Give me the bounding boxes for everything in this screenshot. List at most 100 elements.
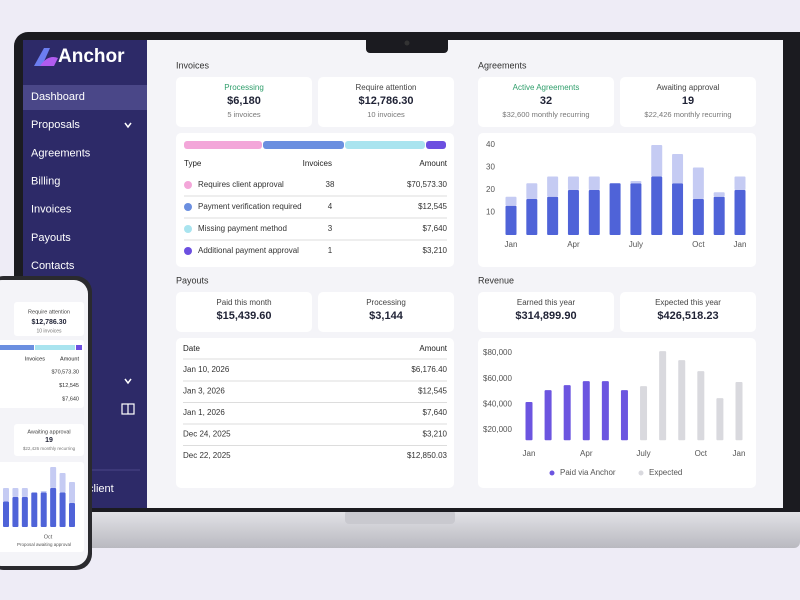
section-title: Agreements — [478, 60, 527, 70]
bar — [526, 183, 538, 199]
bar — [630, 183, 642, 235]
stat-value: 19 — [682, 95, 694, 107]
cell: $70,573.30 — [51, 369, 79, 375]
bar — [505, 205, 517, 235]
phone-screen: Require attention $12,786.30 10 invoices In… — [0, 280, 88, 566]
y-tick-label: 10 — [486, 208, 495, 217]
y-tick-label: 20 — [486, 185, 495, 194]
chevron — [124, 122, 132, 129]
x-tick-label: July — [636, 449, 650, 458]
nav-item: Proposals — [31, 119, 80, 131]
progress-segment — [0, 345, 34, 350]
bar — [59, 492, 66, 527]
axis-label: Oct — [44, 534, 53, 540]
x-tick-label: Apr — [567, 240, 580, 249]
legend-dot — [549, 470, 555, 476]
status-dot — [184, 181, 192, 189]
bar — [31, 492, 38, 527]
bar — [567, 190, 579, 235]
stat-sub: 10 invoices — [36, 328, 62, 334]
bar — [69, 503, 75, 527]
stat-value: 32 — [540, 95, 552, 107]
cell: Jan 10, 2026 — [183, 365, 230, 374]
bar — [734, 176, 746, 190]
bar — [659, 351, 667, 441]
legend-label: Proposal awaiting approval — [17, 542, 71, 547]
column-header: Type — [184, 159, 202, 168]
y-tick-label: $20,000 — [483, 425, 512, 434]
bar — [547, 196, 559, 235]
card — [0, 340, 84, 408]
stat-value: $314,899.90 — [515, 310, 576, 322]
bar — [672, 154, 684, 184]
card — [478, 338, 756, 488]
y-tick-label: $40,000 — [483, 399, 512, 408]
section-title: Invoices — [176, 60, 210, 70]
bar — [601, 381, 609, 441]
column-header: Amount — [419, 159, 447, 168]
cell: Dec 24, 2025 — [183, 430, 231, 439]
bar — [713, 192, 725, 197]
progress-segment — [184, 141, 262, 149]
bar — [525, 402, 533, 441]
main: Anchor Dashboard Proposals Agreements Billin… — [31, 46, 756, 495]
stat-value: $12,786.30 — [31, 319, 66, 326]
stat-label: Active Agreements — [513, 83, 580, 92]
x-tick-label: Oct — [695, 449, 708, 458]
cell: Payment verification required — [198, 202, 302, 211]
bar — [547, 176, 559, 197]
y-tick-label: $60,000 — [483, 374, 512, 383]
bar — [588, 176, 600, 190]
bar — [697, 371, 705, 441]
progress-segment — [345, 141, 425, 149]
x-tick-label: Jan — [505, 240, 518, 249]
camera — [404, 40, 410, 46]
card — [14, 302, 84, 336]
progress-segment — [426, 141, 446, 149]
y-tick-label: 30 — [486, 163, 495, 172]
card — [620, 77, 756, 127]
status-dot — [184, 203, 192, 211]
card — [14, 424, 84, 456]
cell: Dec 22, 2025 — [183, 451, 231, 460]
progress-segment — [76, 345, 82, 350]
stat-label: Paid this month — [216, 298, 271, 307]
stat-sub: $22,426 monthly recurring — [644, 110, 731, 119]
cell: Requires client approval — [198, 180, 284, 189]
cell: $7,640 — [62, 396, 79, 402]
bar — [40, 491, 47, 493]
card — [478, 292, 614, 332]
x-tick-label: Jan — [733, 449, 746, 458]
bar — [40, 492, 47, 527]
stat-value: $15,439.60 — [216, 310, 271, 322]
x-tick-label: Jan — [523, 449, 536, 458]
stat-sub: 10 invoices — [367, 110, 405, 119]
stat-label: Awaiting approval — [27, 429, 70, 435]
bar — [620, 390, 628, 441]
bar — [3, 488, 9, 502]
bar — [544, 390, 552, 441]
legend-label: Expected — [649, 468, 682, 477]
stat-label: Require attention — [28, 309, 70, 315]
nav-item: Invoices — [31, 204, 72, 216]
bar — [21, 488, 28, 497]
stat-label: Require attention — [356, 83, 417, 92]
cell: 4 — [328, 202, 333, 211]
bar — [567, 176, 579, 190]
cell: $12,545 — [418, 387, 447, 396]
bar — [716, 398, 724, 441]
stat-label: Expected this year — [655, 298, 721, 307]
stat-value: $426,518.23 — [657, 310, 718, 322]
nav-item: Payouts — [31, 232, 71, 244]
card — [620, 292, 756, 332]
bar — [69, 482, 75, 503]
stat-value: $12,786.30 — [358, 95, 413, 107]
cell: $7,640 — [423, 408, 448, 417]
bar — [692, 199, 704, 235]
bar — [672, 183, 684, 235]
bar — [526, 199, 538, 235]
cell: Jan 3, 2026 — [183, 387, 225, 396]
card — [176, 77, 312, 127]
x-tick-label: Oct — [692, 240, 705, 249]
